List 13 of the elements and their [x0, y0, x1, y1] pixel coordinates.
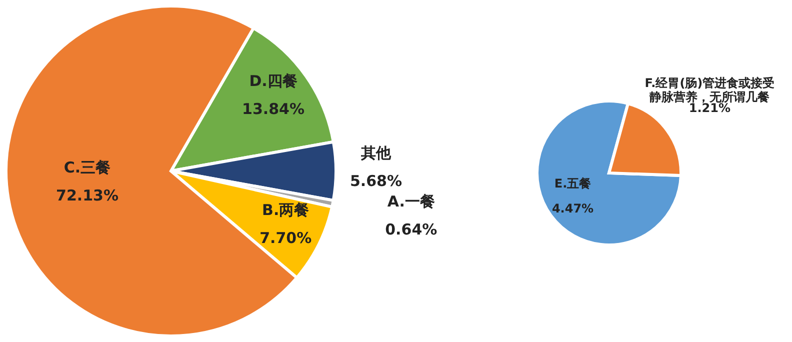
slice-label: B.两餐 [262, 201, 310, 220]
data-label: 4.47% [552, 202, 594, 216]
data-label: 13.84% [242, 100, 305, 118]
slice-label: F.经胃(肠)管进食或接受静脉营养，无所谓几餐 [644, 76, 775, 104]
slice-label: 其他 [360, 144, 392, 162]
slice-label: C.三餐 [64, 158, 111, 177]
data-label: 0.64% [385, 220, 438, 239]
data-label: 72.13% [56, 186, 118, 205]
slice-label: D.四餐 [249, 72, 298, 90]
slice-label: E.五餐 [554, 176, 592, 191]
data-label: 7.70% [260, 229, 312, 248]
data-label: 5.68% [350, 172, 402, 190]
slice-label: A.一餐 [387, 192, 435, 211]
